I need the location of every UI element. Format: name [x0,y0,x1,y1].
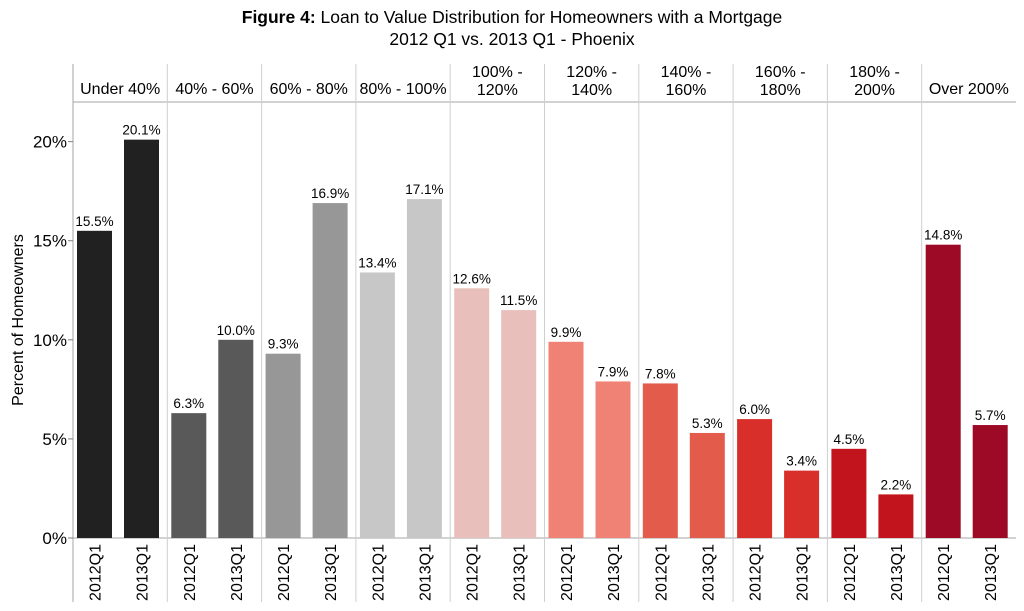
bar-value-label: 2.2% [881,477,912,492]
x-tick-label: 2013Q1 [983,544,1000,601]
bar-value-label: 20.1% [122,123,160,138]
title-prefix: Figure 4: [241,7,316,27]
y-tick-label: 20% [33,133,67,152]
bar [265,353,301,538]
bar-value-label: 12.6% [453,271,491,286]
bar [831,448,867,538]
bar [406,199,442,539]
bar-value-label: 7.9% [598,364,629,379]
x-tick-label: 2013Q1 [323,544,340,601]
bar-value-label: 13.4% [358,255,396,270]
bar [642,383,678,538]
bar [124,139,159,538]
bar-value-label: 9.3% [268,337,299,352]
bar-value-label: 5.7% [975,408,1006,423]
bar-value-label: 6.3% [173,396,204,411]
bar [454,288,490,538]
bar-value-label: 14.8% [924,228,962,243]
bar [878,494,914,538]
bar-value-label: 15.5% [75,214,113,229]
y-tick-label: 10% [33,331,67,350]
group-header-label: 180% - [849,64,900,81]
bar-value-label: 6.0% [739,402,770,417]
group-header-label: 120% - [566,64,617,81]
x-tick-label: 2013Q1 [795,544,812,601]
y-tick-label: 5% [42,430,67,449]
bar [737,419,773,538]
y-tick-label: 15% [33,232,67,251]
bar-value-label: 3.4% [786,454,817,469]
bar [784,470,820,538]
x-tick-label: 2012Q1 [370,544,387,601]
x-tick-label: 2013Q1 [512,544,529,601]
x-tick-label: 2012Q1 [465,544,482,601]
group-header-label: 160% [665,82,706,99]
x-tick-label: 2012Q1 [559,544,576,601]
bar-value-label: 17.1% [405,182,443,197]
x-tick-label: 2012Q1 [653,544,670,601]
x-tick-label: 2012Q1 [182,544,199,601]
group-header-label: 80% - 100% [359,81,446,98]
x-tick-label: 2013Q1 [606,544,623,601]
x-tick-label: 2012Q1 [276,544,293,601]
group-header-label: 140% - [661,64,712,81]
x-tick-label: 2013Q1 [700,544,717,601]
group-header-label: Under 40% [80,81,160,98]
title-main: Loan to Value Distribution for Homeowner… [320,7,783,27]
title-line-1: Figure 4: Loan to Value Distribution for… [0,6,1024,28]
x-tick-label: 2013Q1 [417,544,434,601]
chart-title: Figure 4: Loan to Value Distribution for… [0,6,1024,50]
x-tick-label: 2012Q1 [936,544,953,601]
bar [689,432,725,538]
bar-value-label: 4.5% [834,432,865,447]
bar [359,272,395,538]
group-header-label: 140% [571,82,612,99]
bar [77,230,112,538]
bar [501,310,537,538]
bar-value-label: 16.9% [311,186,349,201]
x-tick-label: 2012Q1 [842,544,859,601]
group-header-label: 180% [760,82,801,99]
x-tick-label: 2013Q1 [889,544,906,601]
bar-value-label: 7.8% [645,366,676,381]
x-tick-label: 2012Q1 [88,544,105,601]
group-header-label: Over 200% [929,81,1009,98]
x-tick-label: 2012Q1 [748,544,765,601]
bar [595,381,631,538]
bar-value-label: 9.9% [551,325,582,340]
bar [218,339,254,538]
group-header-label: 200% [854,82,895,99]
y-tick-label: 0% [42,529,67,548]
bar [972,425,1008,538]
group-header-label: 40% - 60% [175,81,253,98]
bar-value-label: 5.3% [692,416,723,431]
bar-value-label: 11.5% [500,293,537,308]
bar [312,203,348,538]
bar [171,413,207,538]
bar [925,244,961,538]
y-axis-label: Percent of Homeowners [10,234,27,406]
x-tick-label: 2013Q1 [229,544,246,601]
group-header-label: 120% [477,82,518,99]
chart-subtitle: 2012 Q1 vs. 2013 Q1 - Phoenix [389,29,635,49]
group-header-label: 100% - [472,64,523,81]
bar-value-label: 10.0% [217,323,255,338]
group-header-label: 60% - 80% [270,81,348,98]
group-header-label: 160% - [755,64,806,81]
x-tick-label: 2013Q1 [135,544,152,601]
bar [548,341,584,538]
